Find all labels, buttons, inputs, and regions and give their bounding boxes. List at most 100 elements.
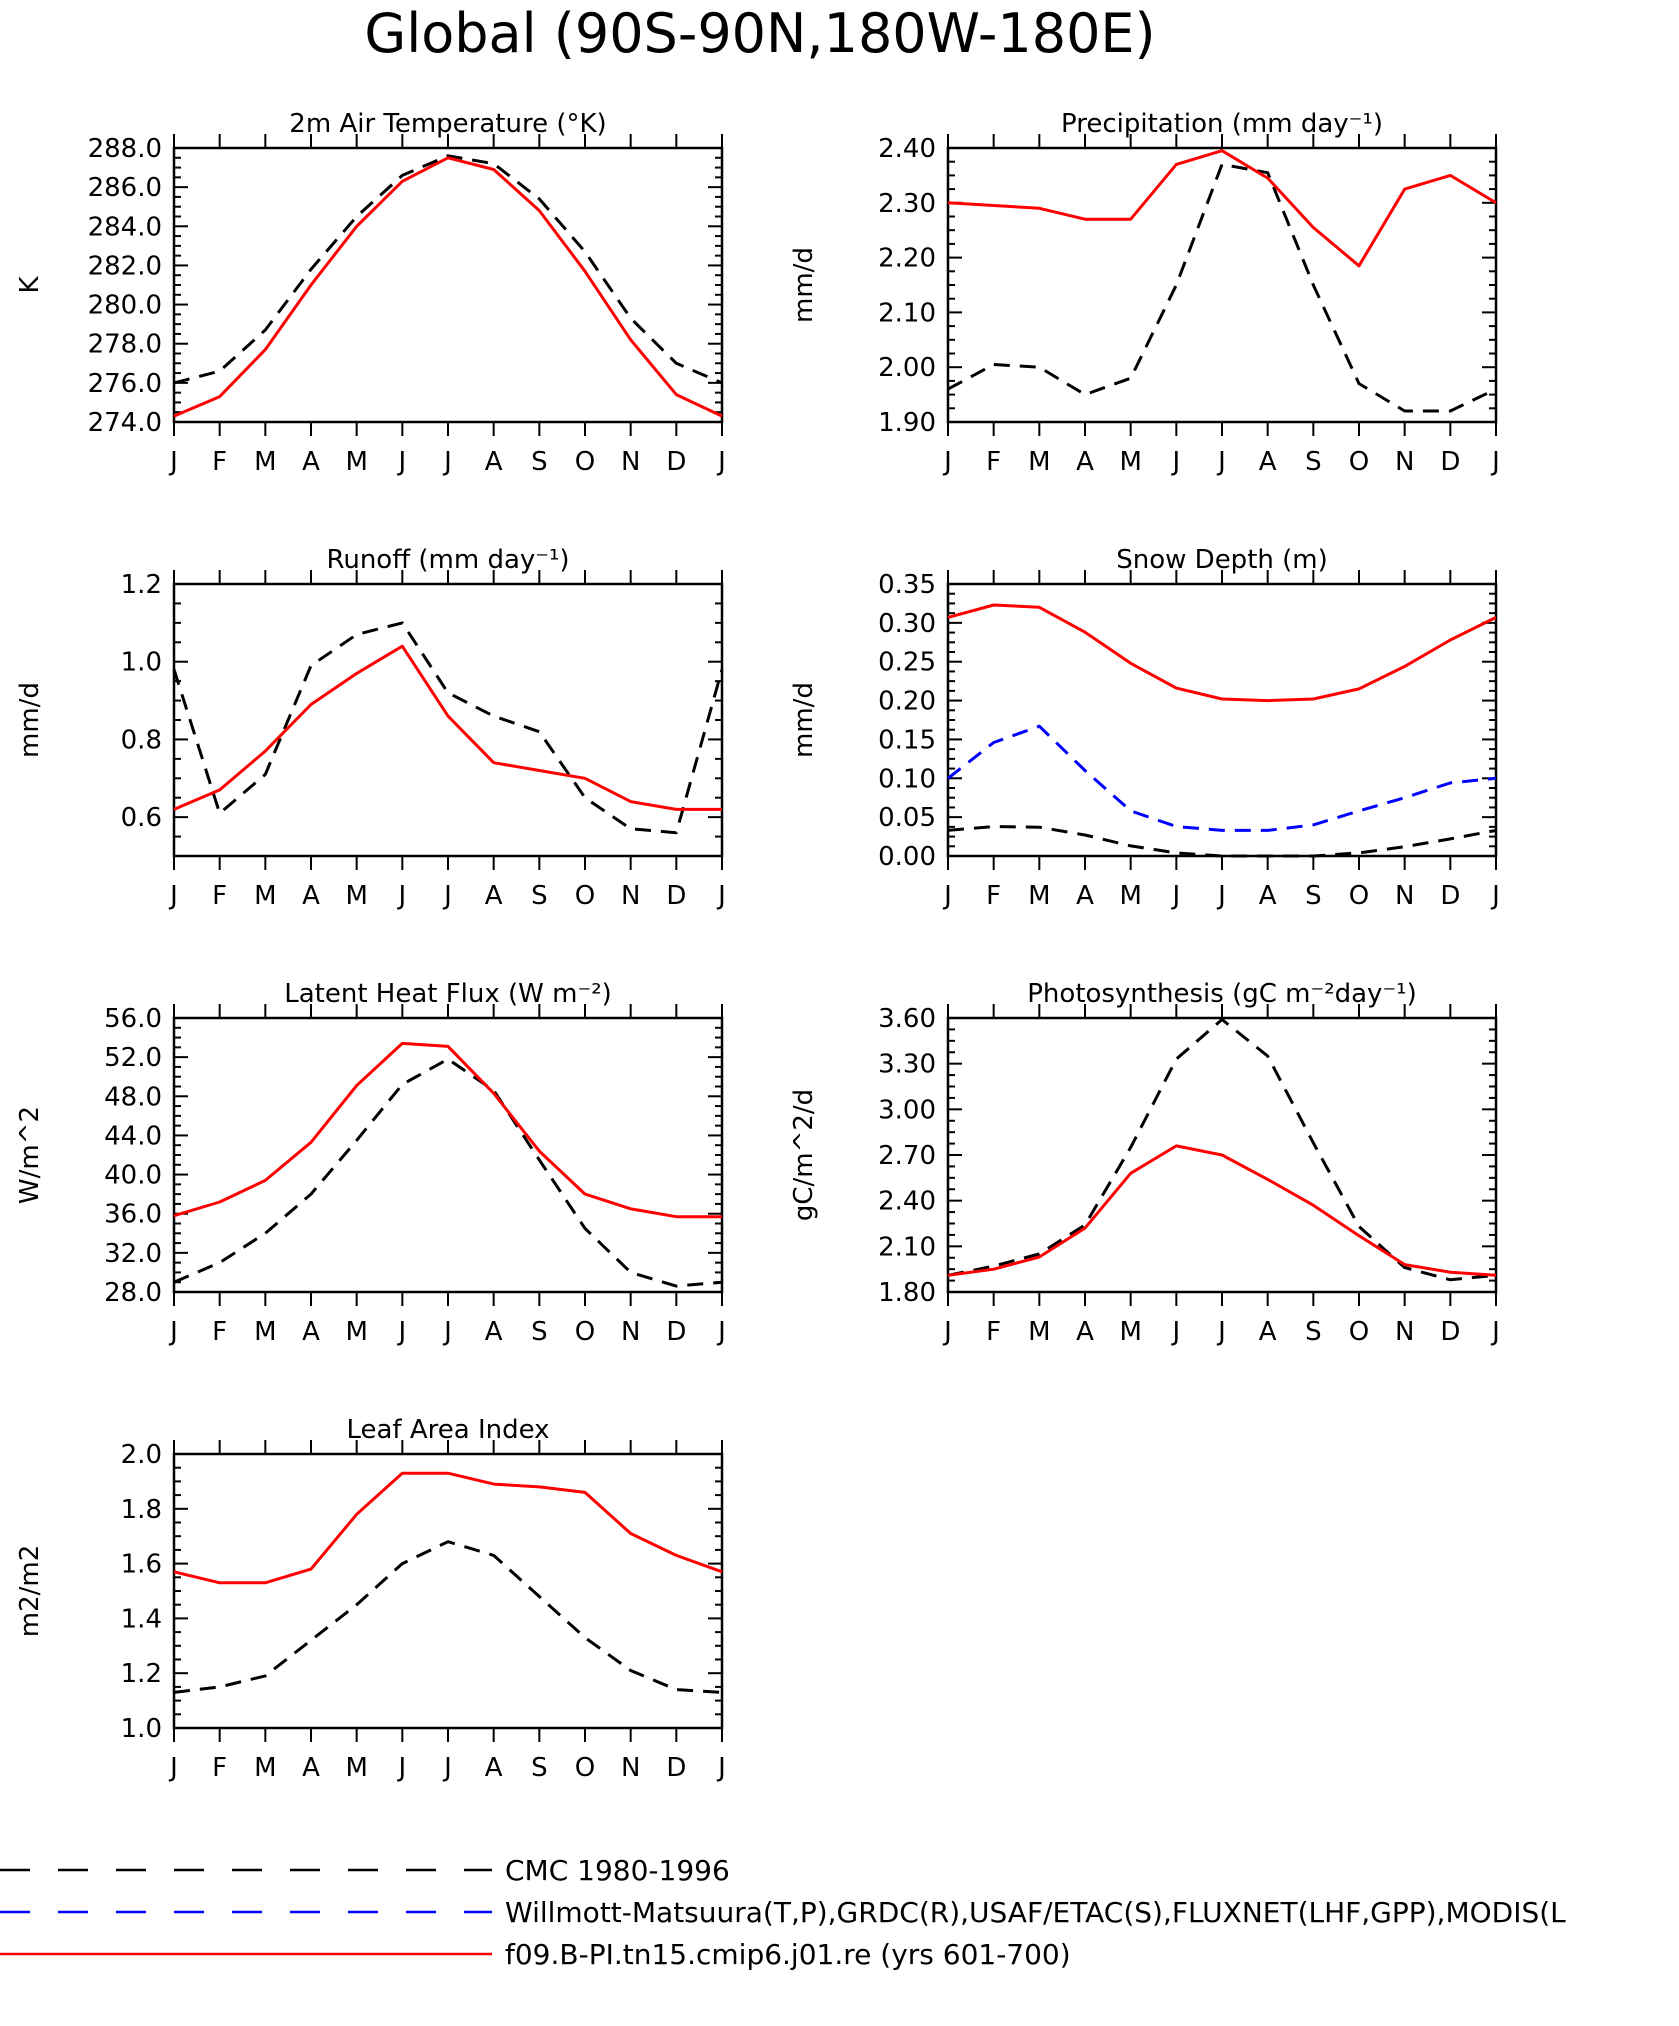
x-tick-label: J	[442, 881, 452, 911]
y-tick-label: 1.6	[121, 1550, 162, 1580]
x-tick-label: J	[168, 1317, 178, 1347]
y-axis-label: K	[15, 276, 45, 294]
x-tick-label: S	[1305, 447, 1322, 477]
series-line-model	[173, 156, 723, 418]
x-tick-label: J	[442, 447, 452, 477]
series-line-obs	[947, 1018, 1497, 1282]
legend: CMC 1980-1996 Willmott-Matsuura(T,P),GRDC…	[0, 1854, 1566, 1971]
x-tick-label: M	[1119, 1317, 1141, 1347]
x-tick-label: J	[1170, 881, 1180, 911]
y-tick-label: 284.0	[88, 212, 162, 242]
x-tick-label: A	[302, 1753, 320, 1783]
x-tick-label: S	[1305, 881, 1322, 911]
y-tick-label: 2.40	[878, 1187, 936, 1217]
x-tick-label: M	[345, 1317, 367, 1347]
x-tick-label: J	[716, 881, 726, 911]
series-line-obs	[173, 1540, 723, 1694]
x-tick-label: N	[621, 447, 640, 477]
x-tick-label: O	[575, 1753, 595, 1783]
x-tick-label: J	[442, 1753, 452, 1783]
series-line-model	[173, 644, 722, 811]
y-tick-label: 40.0	[104, 1161, 162, 1191]
chart-panel: Snow Depth (m)mm/d0.000.050.100.150.200.…	[789, 545, 1500, 911]
y-tick-label: 44.0	[104, 1121, 162, 1151]
x-tick-label: O	[1349, 1317, 1369, 1347]
x-tick-label: M	[1028, 1317, 1050, 1347]
x-tick-label: M	[345, 881, 367, 911]
x-tick-label: M	[254, 447, 276, 477]
x-tick-label: S	[531, 447, 548, 477]
y-tick-label: 2.0	[121, 1440, 162, 1470]
y-axis-label: mm/d	[789, 247, 819, 323]
series-line-obs	[172, 621, 724, 835]
x-tick-label: J	[168, 1753, 178, 1783]
y-tick-label: 280.0	[88, 291, 162, 321]
x-tick-label: N	[1395, 447, 1414, 477]
y-tick-label: 0.00	[878, 842, 936, 872]
x-tick-label: O	[575, 447, 595, 477]
x-tick-label: N	[1395, 881, 1414, 911]
x-tick-label: M	[254, 1317, 276, 1347]
y-tick-label: 274.0	[88, 408, 162, 438]
y-tick-label: 3.00	[878, 1095, 936, 1125]
x-tick-label: A	[1259, 447, 1277, 477]
y-tick-label: 278.0	[88, 330, 162, 360]
y-tick-label: 2.30	[878, 189, 936, 219]
x-tick-label: J	[1490, 447, 1500, 477]
x-tick-label: F	[986, 447, 1001, 477]
x-tick-label: D	[666, 1317, 686, 1347]
x-tick-label: M	[1028, 447, 1050, 477]
y-tick-label: 2.10	[878, 1232, 936, 1262]
series-line-model	[947, 603, 1497, 703]
x-tick-label: O	[575, 881, 595, 911]
x-tick-label: M	[1119, 447, 1141, 477]
series-line-model	[173, 1471, 723, 1585]
y-tick-label: 52.0	[104, 1043, 162, 1073]
legend-label: f09.B-PI.tn15.cmip6.j01.re (yrs 601-700)	[505, 1938, 1071, 1971]
chart-panel: Latent Heat Flux (W m⁻²)W/m^228.032.036.…	[15, 979, 726, 1347]
x-tick-label: S	[1305, 1317, 1322, 1347]
y-tick-label: 56.0	[104, 1004, 162, 1034]
chart-panel: Runoff (mm day⁻¹)mm/d0.60.81.01.2J F M A M J J…	[15, 545, 726, 911]
y-axis-label: mm/d	[789, 682, 819, 758]
x-tick-label: J	[1216, 881, 1226, 911]
y-axis-label: W/m^2	[15, 1106, 45, 1204]
y-tick-label: 48.0	[104, 1082, 162, 1112]
x-tick-label: A	[1076, 1317, 1094, 1347]
y-tick-label: 1.90	[878, 408, 936, 438]
x-tick-label: A	[1076, 447, 1094, 477]
chart-panel: Photosynthesis (gC m⁻²day⁻¹)gC/m^2/d1.80…	[789, 979, 1500, 1347]
x-tick-label: J	[1216, 447, 1226, 477]
y-tick-label: 276.0	[88, 369, 162, 399]
x-tick-label: J	[1170, 1317, 1180, 1347]
x-tick-label: N	[1395, 1317, 1414, 1347]
x-tick-label: M	[345, 447, 367, 477]
x-tick-label: A	[485, 881, 503, 911]
y-axis-label: mm/d	[15, 682, 45, 758]
x-tick-label: A	[1259, 1317, 1277, 1347]
x-tick-label: J	[1490, 881, 1500, 911]
legend-label: CMC 1980-1996	[505, 1854, 730, 1887]
y-tick-label: 1.4	[121, 1604, 162, 1634]
y-tick-label: 0.8	[121, 725, 162, 755]
y-tick-label: 0.30	[878, 609, 936, 639]
page-title: Global (90S-90N,180W-180E)	[364, 2, 1155, 65]
y-axis-label: m2/m2	[15, 1545, 45, 1638]
legend-label: Willmott-Matsuura(T,P),GRDC(R),USAF/ETAC…	[505, 1896, 1566, 1929]
x-tick-label: J	[1170, 447, 1180, 477]
x-tick-label: N	[621, 881, 640, 911]
plot-frame	[172, 146, 724, 424]
x-tick-label: F	[212, 1317, 227, 1347]
x-tick-label: N	[621, 1317, 640, 1347]
x-tick-label: D	[1440, 1317, 1460, 1347]
x-tick-label: S	[531, 881, 548, 911]
y-tick-label: 1.80	[878, 1278, 936, 1308]
x-tick-label: J	[168, 881, 178, 911]
series-line-model	[947, 1144, 1497, 1277]
y-tick-label: 0.05	[878, 803, 936, 833]
x-tick-label: J	[1216, 1317, 1226, 1347]
chart-panel: 2m Air Temperature (°K)K274.0276.0278.02…	[15, 109, 726, 477]
y-tick-label: 32.0	[104, 1239, 162, 1269]
x-tick-label: J	[942, 447, 952, 477]
